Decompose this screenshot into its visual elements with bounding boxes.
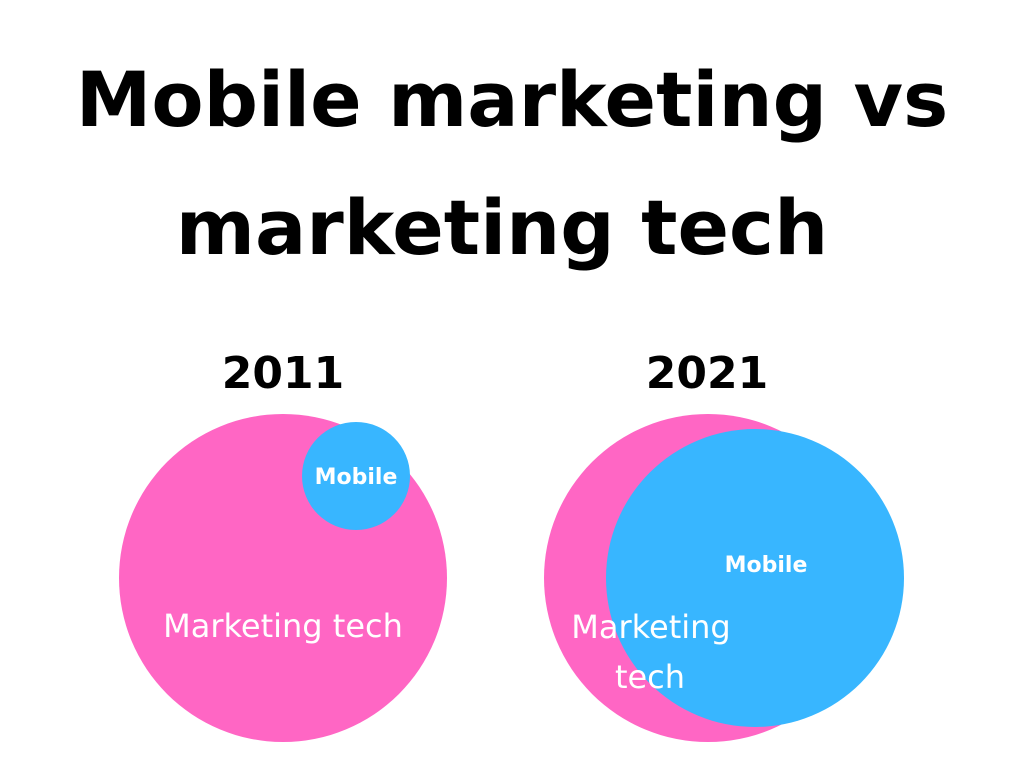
mobile-label-2021: Mobile <box>725 553 808 578</box>
year-label-2021: 2021 <box>645 348 769 399</box>
mobile-circle-2021 <box>606 429 904 727</box>
mobile-label-2011: Mobile <box>315 465 398 490</box>
marketing-tech-label-2021-line2: tech <box>615 658 685 696</box>
mobile-circle-2011 <box>302 422 410 530</box>
marketing-tech-label-2021-line1: Marketing <box>571 608 730 646</box>
title-line-1: Mobile marketing vs <box>75 55 949 144</box>
marketing-tech-label-2011: Marketing tech <box>163 607 403 645</box>
title-line-2: marketing tech <box>175 183 829 272</box>
diagram-2011: Mobile Marketing tech <box>119 414 447 742</box>
year-label-2011: 2011 <box>221 348 345 399</box>
diagram-2021: Mobile Marketing tech <box>544 414 904 742</box>
